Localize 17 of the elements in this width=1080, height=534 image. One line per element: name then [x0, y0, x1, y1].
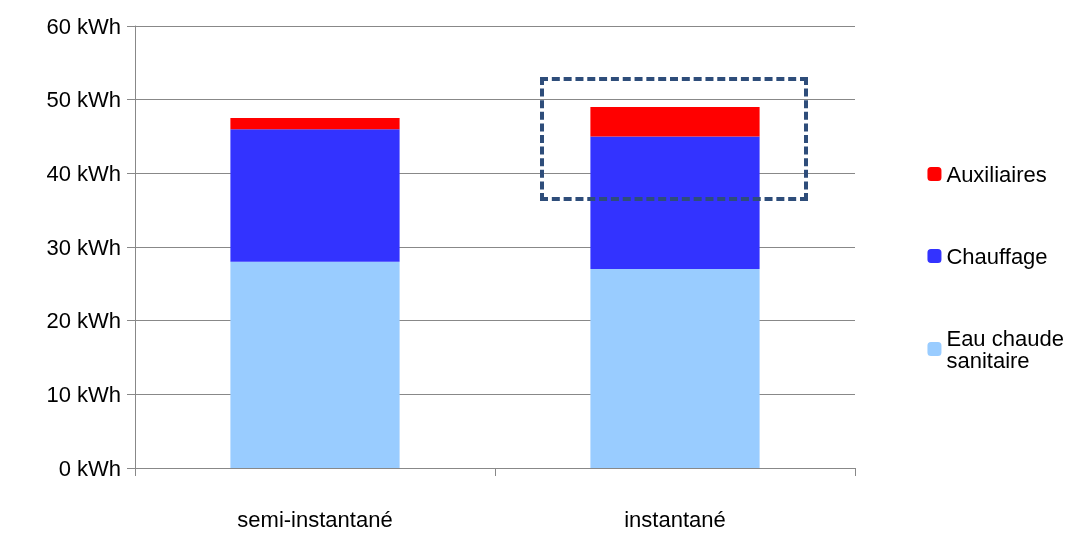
y-tick-label: 40 kWh	[46, 160, 121, 186]
legend-label: Auxiliaires	[946, 161, 1047, 187]
y-tick-label: 60 kWh	[46, 13, 121, 39]
x-tick-label: instantané	[624, 506, 726, 532]
bar	[230, 118, 400, 130]
y-tick-label: 0 kWh	[58, 455, 121, 481]
y-tick-label: 10 kWh	[46, 381, 121, 407]
x-tick-label: semi-instantané	[237, 506, 393, 532]
legend-label: Chauffage	[946, 243, 1048, 269]
y-tick-label: 50 kWh	[46, 87, 121, 113]
bar	[230, 261, 400, 468]
legend-label: Eau chaude sanitaire	[946, 325, 1070, 373]
bar	[230, 129, 400, 262]
y-tick-label: 30 kWh	[46, 234, 121, 260]
bar	[590, 269, 760, 468]
bar	[590, 107, 760, 137]
y-tick-label: 20 kWh	[46, 308, 121, 334]
